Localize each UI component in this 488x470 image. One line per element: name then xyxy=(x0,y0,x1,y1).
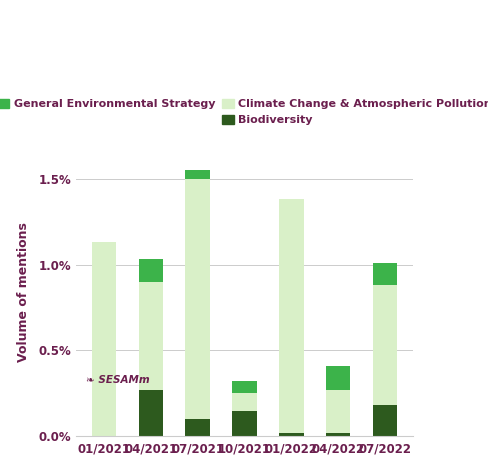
Bar xyxy=(325,433,350,437)
Bar xyxy=(232,393,256,411)
Bar xyxy=(138,390,163,437)
Text: ❧ SESAMm: ❧ SESAMm xyxy=(86,375,150,385)
Bar xyxy=(92,242,116,437)
Bar xyxy=(372,285,396,406)
Y-axis label: Volume of mentions: Volume of mentions xyxy=(18,222,30,362)
Bar xyxy=(325,366,350,390)
Legend: General Environmental Strategy, , Climate Change & Atmospheric Pollution, Biodiv: General Environmental Strategy, , Climat… xyxy=(0,95,488,128)
Bar xyxy=(232,411,256,437)
Bar xyxy=(138,259,163,282)
Bar xyxy=(325,390,350,433)
Bar xyxy=(372,406,396,437)
Bar xyxy=(185,419,209,437)
Bar xyxy=(232,382,256,393)
Bar xyxy=(185,170,209,179)
Bar xyxy=(185,179,209,419)
Bar xyxy=(138,282,163,390)
Bar xyxy=(279,433,303,437)
Bar xyxy=(279,199,303,433)
Bar xyxy=(372,263,396,285)
